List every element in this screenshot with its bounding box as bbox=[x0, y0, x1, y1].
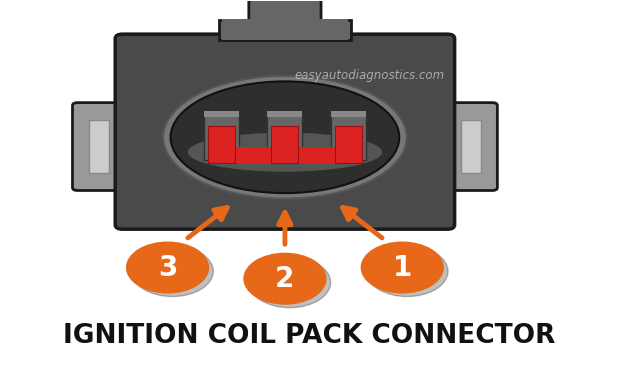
Ellipse shape bbox=[188, 133, 382, 172]
Circle shape bbox=[244, 254, 326, 304]
Bar bbox=[222, 19, 348, 40]
Bar bbox=[461, 120, 481, 172]
FancyBboxPatch shape bbox=[334, 126, 362, 163]
FancyBboxPatch shape bbox=[208, 126, 235, 163]
Bar bbox=[331, 111, 366, 117]
FancyBboxPatch shape bbox=[115, 34, 455, 229]
Circle shape bbox=[366, 246, 448, 297]
Bar bbox=[90, 120, 109, 172]
Text: 3: 3 bbox=[158, 254, 177, 282]
Circle shape bbox=[132, 246, 213, 297]
FancyBboxPatch shape bbox=[271, 126, 298, 163]
Text: 2: 2 bbox=[275, 265, 295, 293]
Text: easyautodiagnostics.com: easyautodiagnostics.com bbox=[294, 69, 444, 82]
Ellipse shape bbox=[163, 76, 407, 199]
FancyBboxPatch shape bbox=[442, 103, 497, 190]
Text: IGNITION COIL PACK CONNECTOR: IGNITION COIL PACK CONNECTOR bbox=[63, 323, 555, 350]
FancyBboxPatch shape bbox=[219, 20, 351, 40]
Bar bbox=[205, 111, 239, 117]
FancyBboxPatch shape bbox=[72, 103, 127, 190]
FancyBboxPatch shape bbox=[268, 111, 302, 160]
Text: 1: 1 bbox=[392, 254, 412, 282]
Bar bbox=[208, 147, 362, 163]
FancyBboxPatch shape bbox=[205, 111, 239, 160]
Circle shape bbox=[362, 242, 443, 293]
Circle shape bbox=[127, 242, 208, 293]
Bar bbox=[268, 111, 302, 117]
Ellipse shape bbox=[171, 81, 399, 193]
FancyBboxPatch shape bbox=[249, 0, 321, 24]
Circle shape bbox=[249, 257, 331, 308]
FancyBboxPatch shape bbox=[331, 111, 366, 160]
